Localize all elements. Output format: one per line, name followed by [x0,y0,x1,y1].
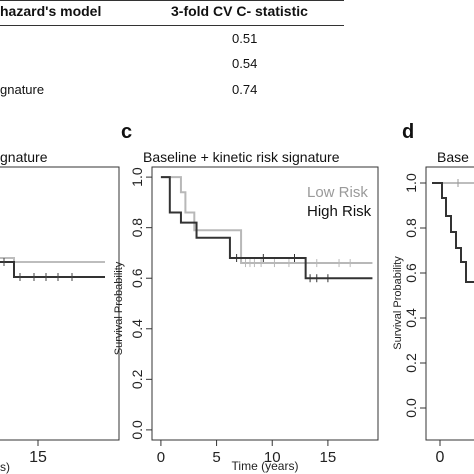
y-axis-label: Survival Probability [113,261,125,355]
panel-c-frame [151,166,379,441]
panel-b-plot: 15 s) [0,166,120,474]
svg-text:0.6: 0.6 [403,263,419,283]
panel-d-x-tick-label: 0 [436,449,445,466]
svg-text:0.0: 0.0 [403,398,419,418]
table-header-model: hazard's model [0,3,102,19]
panel-b-censor-marks [3,258,73,281]
panel-d-letter: d [402,121,415,143]
svg-text:0.8: 0.8 [403,218,419,238]
panel-d-y-axis-label: Survival Probability [392,256,404,350]
y-tick-label-0: 0.0 [129,420,145,440]
panel-b-low-risk-curve [0,257,105,263]
table-top-rule [0,0,344,1]
panel-d-plot: 1.0 0.8 0.6 0.4 0.2 0.0 Survival Probabi… [392,166,474,466]
x-tick-label-0: 0 [157,449,165,466]
panel-c-chart: 0 5 10 15 0.0 0.2 0.4 0.6 0.8 1.0 Time (years) Surv… [113,166,379,473]
x-axis-label: Time (years) [232,459,299,473]
svg-text:0.4: 0.4 [403,308,419,328]
x-tick-label-2: 10 [264,449,281,466]
panel-b-frame [0,166,120,441]
svg-text:1.0: 1.0 [403,173,419,193]
y-tick-label-2: 0.4 [129,319,145,339]
low-risk-curve [160,176,373,265]
y-tick-label-4: 0.8 [129,218,145,238]
table-row-2-value: 0.54 [232,56,258,71]
table-row-3-label: gnature [0,82,45,97]
panel-d-frame [425,166,474,441]
table-header-rule [0,25,344,26]
x-tick-label-3: 15 [320,449,337,466]
high-risk-curve [160,176,373,280]
table-row-3-value: 0.74 [232,82,258,97]
table-header-cstat: 3-fold CV C- statistic [171,3,308,19]
panel-d-y-ticks [420,182,426,409]
x-tick-label-1: 5 [212,449,220,466]
panel-c-letter: c [121,121,133,143]
y-tick-label-5: 1.0 [129,167,145,187]
table-row-1-value: 0.51 [232,31,258,46]
panel-b-title: gnature [0,149,48,165]
y-tick-label-1: 0.2 [129,369,145,389]
panel-b-x-label-fragment: s) [0,460,10,474]
panel-d-y-tick-labels: 1.0 0.8 0.6 0.4 0.2 0.0 [403,173,419,418]
legend-high-risk: High Risk [307,203,372,220]
panel-b-high-risk-curve [0,261,105,278]
panel-d-title: Base [437,149,469,165]
panel-d-high-risk-curve [432,182,474,283]
y-tick-label-3: 0.6 [129,268,145,288]
panel-b-x-tick-label: 15 [29,449,47,466]
legend-low-risk: Low Risk [307,184,368,201]
panel-c-title: Baseline + kinetic risk signature [143,149,340,165]
svg-text:0.2: 0.2 [403,353,419,373]
